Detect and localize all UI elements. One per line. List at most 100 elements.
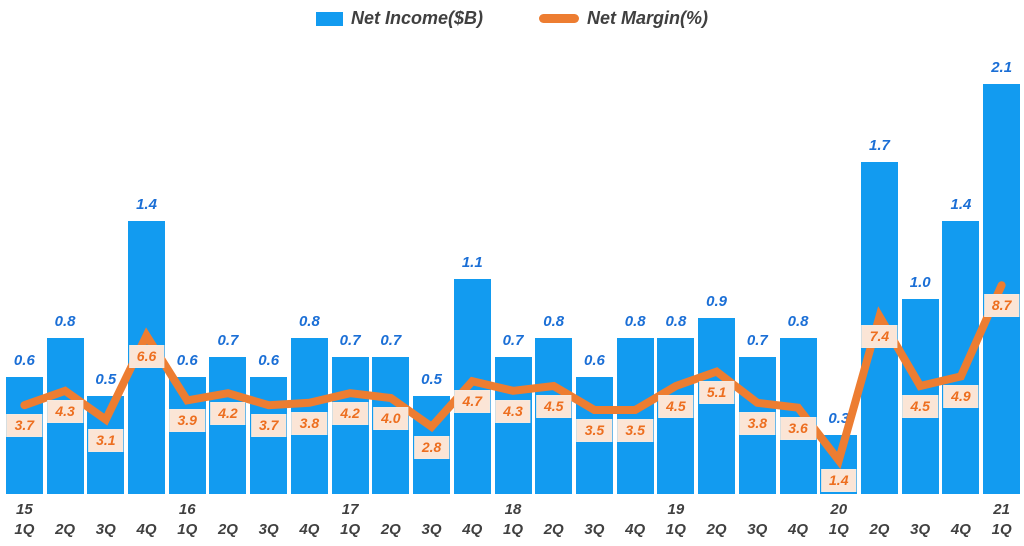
net-margin-value-label: 7.4 [861, 325, 898, 349]
net-margin-value-label: 4.9 [943, 385, 979, 409]
legend-item-net-margin: Net Margin(%) [539, 8, 708, 29]
x-axis-quarter-label: 3Q [910, 521, 931, 538]
net-margin-value-label: 3.8 [291, 411, 328, 435]
net-income-value-label: 0.8 [624, 313, 646, 330]
net-income-value-label: 0.6 [13, 352, 35, 369]
x-axis-quarter-label: 3Q [95, 521, 116, 538]
x-axis-quarter-label: 2Q [217, 521, 238, 538]
x-axis-quarter-label: 4Q [625, 521, 646, 538]
net-margin-value-label: 4.0 [373, 407, 409, 430]
net-income-value-label: 0.8 [665, 313, 687, 330]
net-margin-value-label: 3.5 [617, 419, 653, 442]
x-axis-quarter-label: 2Q [869, 521, 890, 538]
net-margin-value-label: 4.3 [495, 399, 531, 423]
net-income-value-label: 2.1 [991, 59, 1013, 76]
net-margin-value-label: 2.8 [413, 435, 450, 459]
net-margin-value-label: 5.1 [698, 380, 735, 404]
net-margin-value-label: 4.2 [210, 402, 246, 426]
net-margin-swatch-icon [539, 14, 580, 23]
x-axis-quarter-label: 3Q [747, 521, 768, 538]
net-margin-value-label: 3.8 [739, 411, 776, 435]
net-income-bar [331, 357, 369, 494]
net-income-value-label: 0.5 [95, 371, 117, 388]
legend-net-income-label: Net Income($B) [350, 8, 484, 28]
x-axis-quarter-label: 3Q [584, 521, 605, 538]
legend-item-net-income: Net Income($B) [315, 8, 484, 29]
net-income-value-label: 0.9 [706, 293, 728, 310]
net-margin-value-label: 3.7 [6, 414, 43, 438]
x-axis-quarter-label: 1Q [177, 521, 198, 538]
x-axis-quarter-label: 4Q [136, 521, 157, 538]
net-income-value-label: 0.3 [828, 410, 850, 427]
net-income-bar [494, 357, 532, 494]
net-income-bar [209, 357, 247, 494]
net-income-value-label: 0.7 [217, 332, 239, 349]
x-axis-quarter-label: 1Q [991, 521, 1012, 538]
x-axis-quarter-label: 1Q [665, 521, 686, 538]
net-income-value-label: 0.8 [54, 313, 76, 330]
x-axis-quarter-label: 2Q [380, 521, 401, 538]
x-axis-quarter-label: 1Q [828, 521, 849, 538]
net-income-bar [168, 377, 206, 494]
net-margin-value-label: 3.5 [576, 419, 613, 442]
legend: Net Income($B) Net Margin(%) [0, 8, 1024, 29]
x-axis-year-label: 21 [993, 501, 1010, 518]
net-income-bar [983, 84, 1021, 494]
net-income-value-label: 0.7 [339, 332, 361, 349]
x-axis-quarter-label: 2Q [55, 521, 76, 538]
net-income-value-label: 0.6 [584, 352, 605, 369]
net-income-value-label: 0.7 [380, 332, 402, 349]
x-axis-quarter-label: 3Q [421, 521, 442, 538]
net-margin-value-label: 4.7 [454, 390, 490, 414]
x-axis-year-label: 20 [830, 501, 848, 518]
x-axis-year-label: 19 [667, 501, 685, 518]
net-margin-value-label: 4.5 [658, 395, 694, 418]
net-income-value-label: 0.8 [543, 313, 565, 330]
net-income-value-label: 1.7 [869, 137, 890, 154]
net-income-bar [698, 318, 736, 494]
x-axis-quarter-label: 4Q [462, 521, 483, 538]
net-income-value-label: 1.4 [136, 196, 157, 213]
x-axis-quarter-label: 3Q [258, 521, 279, 538]
net-income-bar [453, 279, 491, 494]
x-axis-quarter-label: 4Q [299, 521, 320, 538]
x-axis-quarter-label: 1Q [502, 521, 524, 538]
net-margin-value-label: 4.5 [535, 395, 572, 418]
net-margin-value-label: 1.4 [821, 469, 857, 493]
net-margin-value-label: 6.6 [128, 344, 165, 368]
net-income-value-label: 0.6 [176, 352, 198, 369]
net-margin-value-label: 3.9 [169, 409, 205, 433]
x-axis-year-label: 16 [178, 501, 196, 518]
legend-net-margin-label: Net Margin(%) [587, 8, 709, 28]
x-axis-quarter-label: 2Q [706, 521, 727, 538]
net-income-value-label: 0.7 [746, 332, 768, 349]
net-income-value-label: 1.0 [909, 274, 931, 291]
x-axis-quarter-label: 4Q [788, 521, 809, 538]
net-income-swatch-icon [315, 11, 343, 26]
x-axis-quarter-label: 1Q [340, 521, 361, 538]
net-income-value-label: 0.5 [421, 371, 442, 388]
x-axis-quarter-label: 1Q [14, 521, 35, 538]
x-axis-quarter-label: 2Q [543, 521, 564, 538]
x-axis-year-label: 17 [341, 501, 359, 518]
x-axis-year-label: 15 [16, 501, 33, 518]
net-margin-value-label: 3.7 [250, 414, 287, 438]
x-axis-quarter-label: 4Q [950, 521, 971, 538]
net-margin-value-label: 8.7 [983, 294, 1020, 318]
x-axis-year-label: 18 [504, 501, 522, 518]
net-margin-value-label: 4.2 [332, 402, 368, 426]
net-income-bar [942, 221, 980, 494]
net-income-value-label: 0.8 [298, 313, 320, 330]
net-income-value-label: 0.6 [258, 352, 280, 369]
net-margin-value-label: 3.6 [780, 416, 816, 440]
net-margin-value-label: 3.1 [88, 428, 124, 452]
net-margin-value-label: 4.3 [47, 399, 83, 423]
net-income-value-label: 1.4 [950, 196, 972, 213]
net-income-value-label: 1.1 [461, 254, 483, 271]
net-income-value-label: 0.7 [502, 332, 524, 349]
net-margin-value-label: 4.5 [902, 395, 938, 418]
net-income-value-label: 0.8 [787, 313, 809, 330]
net-income-bar [616, 338, 654, 494]
